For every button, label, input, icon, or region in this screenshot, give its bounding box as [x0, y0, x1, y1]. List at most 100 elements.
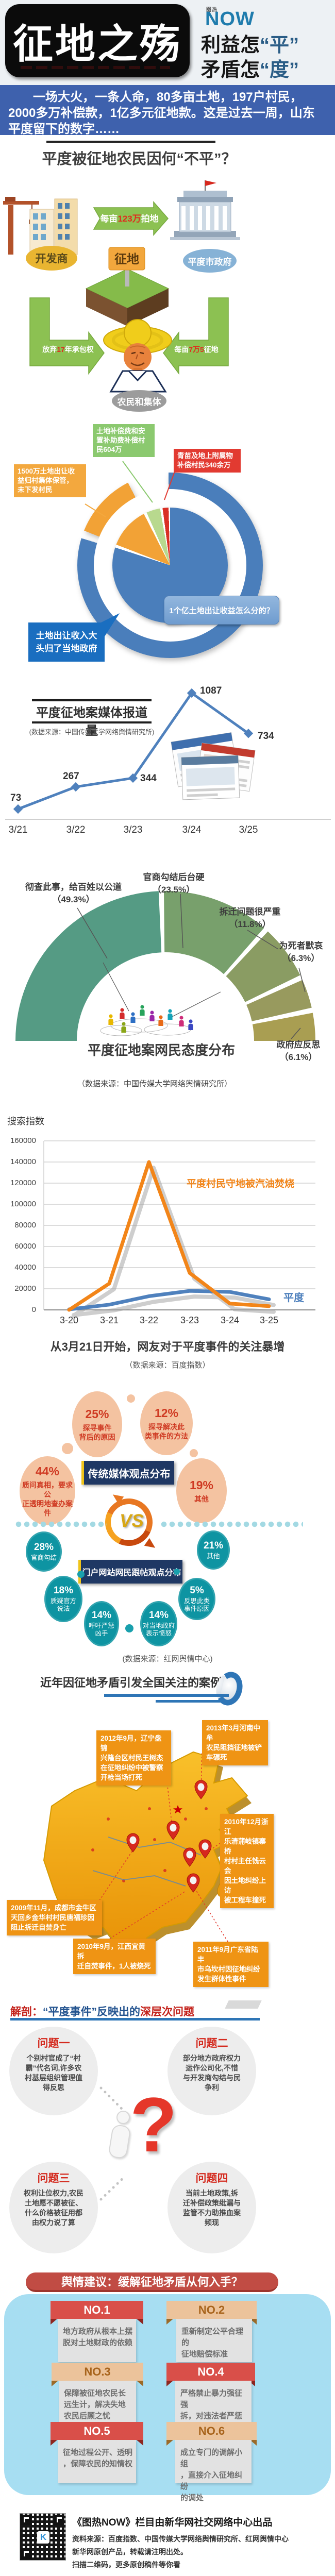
cases-title: 近年因征地矛盾引发全国关注的案例 — [40, 1676, 222, 1689]
suggestion-1-ribbon: NO.1 — [51, 2301, 143, 2325]
suggestion-5-text: 征地过程公开、透明 ，保障农民的知情权 — [58, 2440, 136, 2483]
portal-28-label: 官商勾结 — [30, 1554, 57, 1561]
teal-dot-2 — [125, 1624, 133, 1632]
media-xtick-1: 3/21 — [8, 824, 28, 835]
intro-paragraph: 一场大火，一条人命，80多亩土地，197户村民，2000多万补偿款，1亿多元征地… — [0, 85, 335, 136]
trad-25-label: 探寻事件 背后的原因 — [79, 1423, 115, 1441]
pie-question-box: 1个亿土地出让收益怎么分的？ — [164, 596, 279, 625]
problem-1-text: 个别村官成了“村 霸”代名词,许多农 村基层组织管理值 得反思 — [25, 2054, 82, 2092]
portal-bubble-14a: 14% 呼吁严惩 凶手 — [84, 1601, 119, 1646]
people-cluster-icon — [100, 1005, 193, 1036]
auction-price: 123万 — [118, 214, 141, 224]
trad-44-label: 质问真相，要求公 正透明地查办案件 — [22, 1480, 73, 1517]
portal-bubble-21: 21% 其他 — [197, 1530, 230, 1570]
fan-seg-2 — [164, 890, 264, 974]
media-xtick-5: 3/25 — [239, 824, 258, 835]
qr-finder-tl — [21, 2515, 31, 2525]
fan-source: （数据来源：中国传媒大学网络舆情研究所） — [77, 1080, 232, 1088]
beijing-star — [173, 1805, 182, 1814]
analysis-title-red2: 深层次问题 — [140, 2006, 194, 2018]
search-xtick-3: 3-23 — [180, 1315, 199, 1325]
pink-dot-2 — [62, 1443, 73, 1454]
developer-label: 开发商 — [26, 246, 77, 271]
give-up-rights-label: 放弃17年承包权 — [34, 344, 102, 355]
problem-2: 问题二 部分地方政府权力 运作公司化,不惜 与开发商勾结与民 争利 — [167, 2027, 256, 2115]
analysis-underline — [10, 2018, 260, 2021]
fan-label-3: 拆迁问题很严重 （11.8%） — [219, 907, 281, 929]
farmer-icon — [103, 319, 172, 393]
fan-title: 平度征地案网民态度分布 — [87, 1042, 235, 1058]
case-liaoning: 2012年9月，辽宁盘锦 兴隆台区村民王树杰 在征地纠纷中被警察 开枪当场打死 — [96, 1730, 171, 1786]
suggestion-2-text: 重新制定公平合理的 征地赔偿标准 — [176, 2319, 252, 2362]
fan-label-2: 官商勾结后台硬 （23.5%） — [143, 872, 205, 895]
media-value-2: 267 — [63, 771, 79, 782]
fan-seg-5 — [252, 1013, 315, 1041]
portal-bubble-14b: 14% 对当地政府 表示愤怒 — [140, 1601, 177, 1646]
portal-14b-label: 对当地政府 表示愤怒 — [142, 1622, 175, 1637]
search-line-1 — [67, 1289, 271, 1311]
search-xtick-5: 3-25 — [259, 1315, 279, 1325]
pie-label-village-held: 1500万土地出让收 益归村集体保管， 未下发村民 — [14, 464, 86, 497]
qr-code: K — [20, 2513, 66, 2561]
fan-label-1: 彻查此事，给百姓以公道 （49.3%） — [25, 882, 122, 904]
problem-3-text: 权利让位权力,农民 土地愿不愿被征、 什么价格被征用都 由权力说了算 — [24, 2189, 83, 2227]
problem-3: 问题三权利让位权力,农民 土地愿不愿被征、 什么价格被征用都 由权力说了算 — [9, 2162, 98, 2253]
teal-dot-3 — [174, 1569, 180, 1575]
analysis-title-decoration — [225, 2000, 262, 2009]
suggestion-1-text: 地方政府从根本上摆 脱对土地财政的依赖 — [58, 2319, 136, 2362]
subtitle-line1: 利益怎“平” — [201, 29, 299, 57]
rights-post: 年承包权 — [64, 345, 94, 353]
rights-years: 17 — [57, 345, 65, 353]
search-xtick-4: 3-24 — [220, 1315, 240, 1325]
title-subtext-decoration — [21, 66, 170, 69]
auction-pre: 每亩 — [100, 214, 118, 224]
portal-14b-pct: 14% — [148, 1610, 169, 1621]
media-line-chart — [5, 688, 331, 820]
footer-copyright: 新华网原创产品，转载请注明出处。 — [72, 2548, 188, 2556]
subtitle-line2: 矛盾怎“度” — [201, 54, 299, 82]
fan-seg-1 — [15, 891, 162, 1041]
vs-arrowhead-bottom — [144, 1538, 158, 1552]
search-ytick-7: 20000 — [14, 1284, 36, 1293]
analysis-title: 解剖：“平度事件”反映出的深层次问题 — [10, 2003, 194, 2019]
search-line-0 — [67, 1160, 271, 1312]
media-title-bar-bottom — [32, 721, 152, 723]
problem-2-title: 问题二 — [195, 2038, 228, 2049]
government-label: 平度市政府 — [183, 249, 237, 273]
thinker-figure-head — [116, 2111, 130, 2124]
banner-traditional-media: 传统媒体观点分布 — [81, 1461, 174, 1485]
teal-dot-1 — [77, 1571, 85, 1578]
farmers-label: 农民和集体 — [112, 390, 166, 412]
now-logo: NOW — [205, 8, 255, 30]
subtitle2-blue: “度” — [260, 59, 299, 81]
trad-bubble-25: 25% 探寻事件 背后的原因 — [72, 1391, 122, 1457]
dotted-divider-left — [15, 1521, 107, 1527]
analysis-title-blue: “平度事件”反映出的 — [43, 2006, 140, 2018]
pie-label-compensation: 土地补偿费和安 置补助费补偿村 民604万 — [93, 424, 155, 457]
subtitle2-black: 矛盾怎 — [201, 59, 260, 81]
expropriation-price-label: 每亩7万5征地 — [166, 344, 226, 355]
footer-sources: 资料来源：百度指数、中国传媒大学网络舆情研究所、红网舆情中心 — [72, 2535, 289, 2543]
problem-3-title: 问题三 — [37, 2173, 70, 2184]
suggestion-2-ribbon: NO.2 — [166, 2301, 257, 2325]
trad-bubble-44: 44% 质问真相，要求公 正透明地查办案件 — [20, 1456, 75, 1525]
media-xtick-4: 3/24 — [182, 824, 202, 835]
trad-44-pct: 44% — [35, 1464, 60, 1478]
banner-portal-comments: 门户网站网民跟帖观点分布 — [78, 1560, 182, 1584]
search-ytick-4: 80000 — [14, 1221, 36, 1230]
search-ytick-1: 140000 — [10, 1157, 36, 1166]
media-title-bar-top — [32, 699, 152, 701]
portal-21-pct: 21% — [203, 1540, 224, 1551]
media-chart-source: (数据来源：中国传媒大学网络舆情研究所) — [29, 728, 155, 736]
search-series-blue-label: 平度 — [283, 1292, 304, 1304]
dotted-divider-right — [161, 1521, 303, 1527]
main-title-box: 征地之殇 — [5, 4, 190, 77]
vs-source: (数据来源：红网舆情中心) — [122, 1655, 213, 1663]
fan-seg-3 — [226, 931, 300, 1002]
portal-5-pct: 5% — [190, 1585, 204, 1596]
suggestion-6-text: 成立专门的调解小组 ，直接介入征地纠纷 的调处 — [175, 2440, 252, 2502]
media-value-1: 73 — [10, 793, 22, 803]
media-chart-title: 平度征地案媒体报道量 — [36, 706, 147, 738]
problem-4-title: 问题四 — [195, 2173, 228, 2184]
